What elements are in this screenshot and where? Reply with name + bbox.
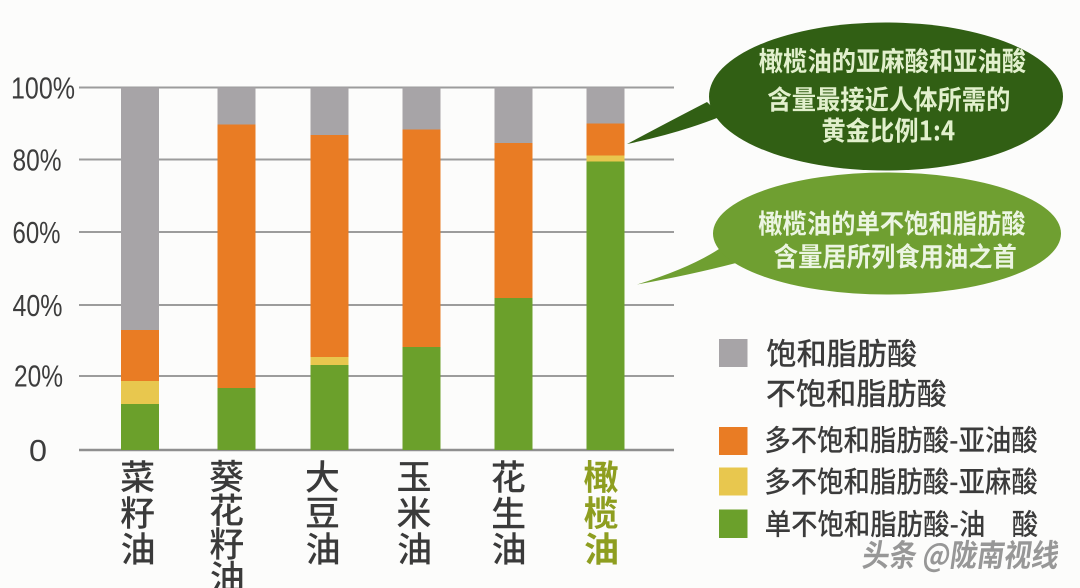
svg-text:40%: 40%: [13, 288, 63, 323]
svg-text:80%: 80%: [13, 143, 62, 178]
svg-text:60%: 60%: [13, 215, 61, 250]
svg-text:100%: 100%: [11, 71, 75, 106]
svg-text:0: 0: [29, 433, 47, 468]
svg-text:20%: 20%: [14, 359, 63, 394]
